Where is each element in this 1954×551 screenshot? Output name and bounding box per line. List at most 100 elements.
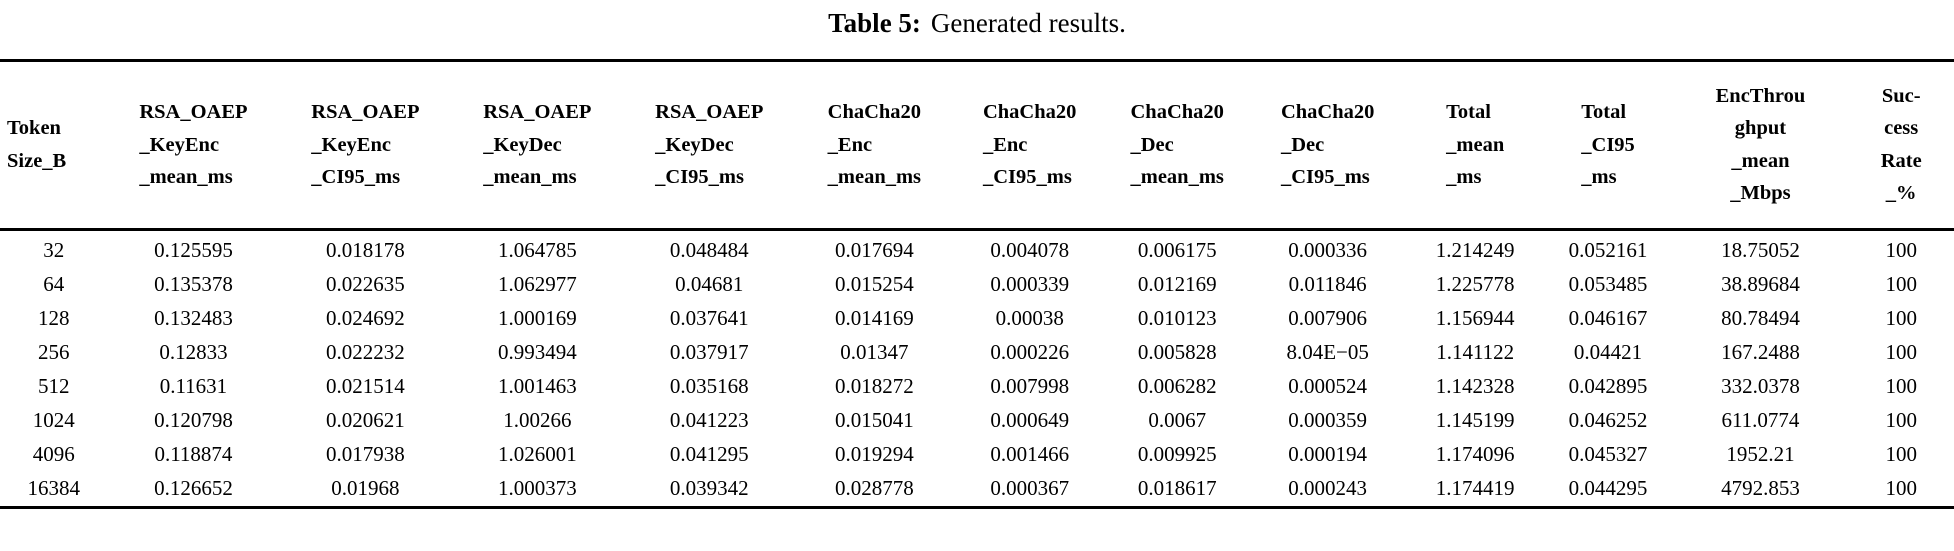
cell-rsa-oaep-keydec-ci95-ms: 0.048484 [669, 238, 749, 263]
cell-rsa-oaep-keyenc-ci95-ms: 0.01968 [331, 476, 400, 501]
cell-total-ci95-ms: 0.044295 [1568, 476, 1648, 501]
cell-encthroughput-mean-mbps: 167.2488 [1721, 340, 1800, 365]
cell-token-size-b: 32 [43, 238, 65, 263]
table-row-1024: 1024 0.120798 0.020621 1.00266 0.041223 0.015… [0, 404, 1954, 438]
column-header-label: EncThrou ghput _mean _Mbps [1715, 85, 1806, 205]
cell-rsa-oaep-keyenc-ci95-ms: 0.022232 [326, 340, 405, 365]
cell-rsa-oaep-keyenc-ci95-ms: 0.024692 [326, 306, 405, 331]
cell-chacha20-dec-ci95-ms: 0.011846 [1288, 272, 1367, 297]
cell-total-mean-ms: 1.225778 [1435, 272, 1515, 297]
table-row-128: 128 0.132483 0.024692 1.000169 0.037641 0.014… [0, 302, 1954, 336]
cell-rsa-oaep-keydec-mean-ms: 1.00266 [503, 408, 572, 433]
cell-success-rate-pct: 100 [1885, 272, 1917, 297]
cell-total-mean-ms: 1.142328 [1435, 374, 1515, 399]
cell-total-mean-ms: 1.174419 [1435, 476, 1515, 501]
cell-token-size-b: 1024 [32, 408, 75, 433]
column-header-label: Total _CI95 _ms [1581, 101, 1635, 188]
cell-rsa-oaep-keydec-ci95-ms: 0.041223 [669, 408, 749, 433]
column-header-label: ChaCha20 _Dec _mean_ms [1130, 101, 1224, 188]
cell-success-rate-pct: 100 [1885, 476, 1917, 501]
column-header-rsa-oaep-keydec-mean-ms: RSA_OAEP _KeyDec _mean_ms [451, 60, 624, 231]
column-header-chacha20-dec-mean-ms: ChaCha20 _Dec _mean_ms [1105, 60, 1249, 231]
cell-total-ci95-ms: 0.045327 [1568, 442, 1648, 467]
cell-rsa-oaep-keydec-ci95-ms: 0.037641 [669, 306, 749, 331]
column-header-chacha20-dec-ci95-ms: ChaCha20 _Dec _CI95_ms [1248, 60, 1407, 231]
cell-chacha20-enc-ci95-ms: 0.007998 [990, 374, 1070, 399]
cell-rsa-oaep-keyenc-ci95-ms: 0.021514 [326, 374, 405, 399]
cell-total-ci95-ms: 0.046167 [1568, 306, 1648, 331]
cell-rsa-oaep-keydec-mean-ms: 1.026001 [497, 442, 577, 467]
cell-rsa-oaep-keydec-ci95-ms: 0.037917 [669, 340, 749, 365]
cell-rsa-oaep-keydec-ci95-ms: 0.041295 [669, 442, 749, 467]
column-header-encthroughput-mean-mbps: EncThrou ghput _mean _Mbps [1672, 60, 1849, 231]
cell-total-mean-ms: 1.156944 [1435, 306, 1515, 331]
cell-rsa-oaep-keyenc-mean-ms: 0.125595 [154, 238, 233, 263]
cell-token-size-b: 16384 [27, 476, 80, 501]
cell-chacha20-enc-ci95-ms: 0.00038 [995, 306, 1064, 331]
column-header-label: ChaCha20 _Enc _mean_ms [827, 101, 922, 188]
cell-chacha20-dec-mean-ms: 0.010123 [1137, 306, 1217, 331]
cell-chacha20-enc-mean-ms: 0.017694 [834, 238, 914, 263]
results-table-body: 32 0.125595 0.018178 1.064785 0.048484 0.0176… [0, 229, 1954, 507]
cell-chacha20-dec-ci95-ms: 8.04E−05 [1286, 340, 1369, 365]
cell-chacha20-dec-ci95-ms: 0.007906 [1288, 306, 1368, 331]
cell-total-ci95-ms: 0.04421 [1573, 340, 1643, 365]
column-header-label: RSA_OAEP _KeyEnc _CI95_ms [311, 101, 420, 188]
cell-chacha20-dec-mean-ms: 0.0067 [1148, 408, 1207, 433]
cell-chacha20-enc-ci95-ms: 0.004078 [990, 238, 1070, 263]
cell-success-rate-pct: 100 [1885, 238, 1917, 263]
cell-chacha20-enc-mean-ms: 0.014169 [834, 306, 914, 331]
cell-chacha20-enc-mean-ms: 0.018272 [834, 374, 914, 399]
column-header-label: Total _mean _ms [1446, 101, 1505, 188]
column-header-chacha20-enc-mean-ms: ChaCha20 _Enc _mean_ms [795, 60, 954, 231]
column-header-label: ChaCha20 _Enc _CI95_ms [982, 101, 1077, 188]
cell-chacha20-dec-mean-ms: 0.012169 [1137, 272, 1217, 297]
cell-rsa-oaep-keyenc-mean-ms: 0.120798 [154, 408, 233, 433]
cell-rsa-oaep-keyenc-mean-ms: 0.118874 [154, 442, 233, 467]
cell-total-mean-ms: 1.214249 [1435, 238, 1515, 263]
header-row: Token Size_B RSA_OAEP _KeyEnc _mean_ms RSA… [0, 60, 1954, 231]
cell-chacha20-dec-mean-ms: 0.006175 [1137, 238, 1217, 263]
table-row-512: 512 0.11631 0.021514 1.001463 0.035168 0.0182… [0, 370, 1954, 404]
cell-encthroughput-mean-mbps: 332.0378 [1721, 374, 1800, 399]
cell-rsa-oaep-keydec-mean-ms: 1.000169 [497, 306, 577, 331]
cell-success-rate-pct: 100 [1885, 442, 1917, 467]
cell-chacha20-enc-ci95-ms: 0.000339 [990, 272, 1070, 297]
column-header-success-rate-pct: Suc- cess Rate _% [1848, 60, 1954, 231]
cell-chacha20-enc-mean-ms: 0.019294 [834, 442, 914, 467]
column-header-label: Suc- cess Rate _% [1880, 85, 1922, 205]
cell-success-rate-pct: 100 [1885, 306, 1917, 331]
cell-chacha20-dec-ci95-ms: 0.000336 [1288, 238, 1368, 263]
cell-total-ci95-ms: 0.042895 [1568, 374, 1648, 399]
cell-rsa-oaep-keydec-mean-ms: 1.064785 [497, 238, 577, 263]
cell-chacha20-enc-mean-ms: 0.015254 [834, 272, 914, 297]
cell-chacha20-enc-mean-ms: 0.015041 [834, 408, 914, 433]
cell-chacha20-enc-ci95-ms: 0.000367 [990, 476, 1070, 501]
cell-success-rate-pct: 100 [1885, 408, 1917, 433]
cell-rsa-oaep-keydec-mean-ms: 1.001463 [497, 374, 577, 399]
table-row-32: 32 0.125595 0.018178 1.064785 0.048484 0.0176… [0, 229, 1954, 268]
table-caption-label: Table 5: [828, 8, 921, 38]
cell-total-ci95-ms: 0.053485 [1568, 272, 1648, 297]
cell-chacha20-dec-mean-ms: 0.006282 [1137, 374, 1217, 399]
column-header-chacha20-enc-ci95-ms: ChaCha20 _Enc _CI95_ms [953, 60, 1106, 231]
cell-chacha20-enc-mean-ms: 0.01347 [840, 340, 909, 365]
cell-chacha20-enc-ci95-ms: 0.000226 [990, 340, 1070, 365]
cell-rsa-oaep-keyenc-mean-ms: 0.135378 [154, 272, 233, 297]
cell-token-size-b: 256 [37, 340, 70, 365]
cell-total-mean-ms: 1.145199 [1435, 408, 1515, 433]
cell-chacha20-dec-ci95-ms: 0.000359 [1288, 408, 1368, 433]
table-caption: Table 5: Generated results. [0, 7, 1954, 41]
cell-chacha20-enc-mean-ms: 0.028778 [834, 476, 914, 501]
cell-rsa-oaep-keydec-ci95-ms: 0.035168 [669, 374, 749, 399]
column-header-label: RSA_OAEP _KeyDec _mean_ms [483, 101, 592, 188]
column-header-label: RSA_OAEP _KeyEnc _mean_ms [139, 101, 248, 188]
table-row-64: 64 0.135378 0.022635 1.062977 0.04681 0.01525… [0, 268, 1954, 302]
cell-total-mean-ms: 1.141122 [1436, 340, 1515, 365]
cell-rsa-oaep-keyenc-ci95-ms: 0.018178 [326, 238, 405, 263]
cell-rsa-oaep-keydec-mean-ms: 1.062977 [497, 272, 577, 297]
cell-encthroughput-mean-mbps: 611.0774 [1721, 408, 1800, 433]
table-row-4096: 4096 0.118874 0.017938 1.026001 0.041295 0.01… [0, 438, 1954, 472]
cell-rsa-oaep-keyenc-mean-ms: 0.12833 [159, 340, 228, 365]
